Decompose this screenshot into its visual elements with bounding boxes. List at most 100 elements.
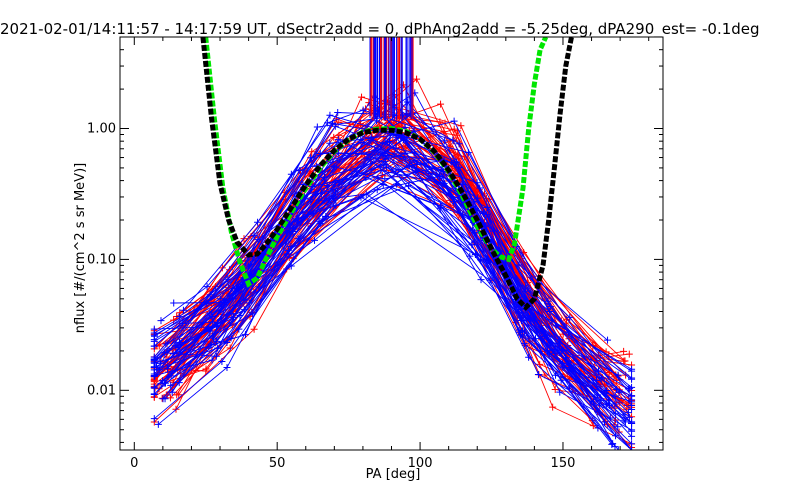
y-tick-label: 0.01 [87,383,116,398]
blue-plus-marker [606,414,614,422]
blue-plus-marker [322,213,330,221]
model-curves [200,37,574,311]
blue-plus-marker [393,133,401,141]
blue-plus-marker [473,194,481,202]
blue-plus-marker [374,174,382,182]
blue-plus-marker [400,136,408,144]
blue-plus-marker [620,416,628,424]
blue-plus-marker [628,365,636,373]
blue-plus-marker [313,123,321,131]
blue-plus-marker [209,318,217,326]
blue-plus-marker [316,149,324,157]
blue-plus-marker [594,424,602,432]
blue-plus-marker [335,149,343,157]
blue-plus-marker [364,154,372,162]
red-plus-marker [549,403,557,411]
blue-plus-marker [168,388,176,396]
blue-plus-marker [614,446,622,450]
blue-plus-marker [614,371,622,379]
red-plus-marker [173,391,181,399]
red-plus-marker [551,385,559,393]
blue-plus-marker [294,235,302,243]
blue-plus-marker [212,352,220,360]
vertical-spike-lines [369,37,414,121]
red-plus-marker [393,139,401,147]
blue-plus-marker [534,370,542,378]
blue-plus-marker [559,347,567,355]
blue-plus-marker [224,275,232,283]
red-plus-marker [457,122,465,130]
blue-plus-marker [603,386,611,394]
red-plus-marker [620,347,628,355]
red-plus-marker [437,100,445,108]
blue-plus-marker [240,295,248,303]
red-plus-marker [621,357,629,365]
blue-plus-marker [557,376,565,384]
blue-plus-marker [334,109,342,117]
blue-plus-marker [625,413,633,421]
blue-plus-marker [450,117,458,125]
blue-plus-marker [218,357,226,365]
blue-plus-marker [320,173,328,181]
blue-plus-marker [606,401,614,409]
x-tick-label: 50 [269,456,286,471]
red-plus-marker [413,75,421,83]
blue-plus-marker [380,161,388,169]
blue-plus-marker [628,440,636,448]
blue-plus-marker [150,383,158,391]
blue-plus-marker [601,418,609,426]
blue-plus-marker [437,202,445,210]
red-plus-marker [589,341,597,349]
black-model-curve [200,37,574,311]
red-plus-marker [250,325,258,333]
blue-plus-marker [208,356,216,364]
chart-title: 2021-02-01/14:11:57 - 14:17:59 UT, dSect… [0,20,760,38]
blue-plus-marker [557,346,565,354]
blue-plus-marker [441,137,449,145]
blue-plus-marker [552,322,560,330]
blue-plus-marker [167,372,175,380]
blue-plus-marker [476,184,484,192]
blue-plus-marker [626,385,634,393]
blue-plus-marker [242,331,250,339]
blue-plus-marker [362,174,370,182]
blue-plus-marker [249,310,257,318]
blue-plus-marker [608,440,616,448]
blue-plus-marker [154,420,162,428]
blue-plus-marker [150,331,158,339]
blue-plus-marker [150,415,158,423]
red-plus-marker [436,118,444,126]
blue-plus-marker [566,313,574,321]
blue-plus-marker [329,195,337,203]
x-axis-label: PA [deg] [366,467,421,482]
red-plus-marker [625,350,633,358]
blue-plus-marker [516,331,524,339]
blue-plus-marker [150,325,158,333]
blue-plus-marker [175,313,183,321]
blue-plus-marker [515,328,523,336]
blue-plus-marker [326,139,334,147]
blue-plus-marker [175,338,183,346]
blue-plus-marker [471,229,479,237]
blue-plus-marker [150,342,158,350]
blue-plus-marker [216,295,224,303]
red-plus-marker [166,394,174,402]
blue-plus-marker [609,440,617,448]
y-axis-label: nflux [#/(cm^2 s sr MeV)] [73,163,88,333]
blue-plus-marker [526,314,534,322]
blue-plus-marker [628,446,636,450]
blue-plus-marker [490,227,498,235]
red-plus-marker [218,264,226,272]
x-tick-label: 150 [551,456,576,471]
blue-plus-marker [210,334,218,342]
blue-plus-marker [546,302,554,310]
blue-plus-marker [604,336,612,344]
blue-plus-marker [169,350,177,358]
blue-plus-marker [311,236,319,244]
blue-plus-marker [162,340,170,348]
blue-plus-marker [223,364,231,371]
red-plus-marker [450,125,458,133]
blue-plus-marker [624,409,632,417]
blue-plus-marker [455,140,463,148]
